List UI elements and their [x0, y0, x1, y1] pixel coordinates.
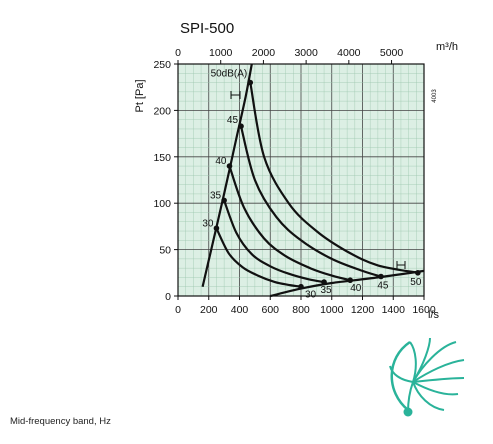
series-line-30 [215, 227, 302, 288]
series-line-40 [228, 165, 351, 282]
x2-axis-label: m³/h [436, 41, 458, 53]
curve-label: 30 [202, 218, 214, 229]
y-tick-label: 200 [153, 105, 171, 117]
logo-icon [389, 337, 465, 417]
y-tick-label: 100 [153, 198, 171, 210]
x-axis-label: l/s [428, 309, 440, 321]
y-tick-label: 50 [159, 245, 171, 257]
chart-title: SPI-500 [180, 20, 234, 37]
x2-tick-label: 2000 [252, 47, 276, 59]
data-point [213, 225, 220, 232]
y-axis-label: Pt [Pa] [134, 79, 146, 112]
data-point [238, 123, 244, 129]
range-indicator-top [230, 91, 241, 99]
x2-tick-label: 3000 [294, 47, 318, 59]
series-line-lower-bound [270, 269, 425, 298]
x-tick-label: 1200 [351, 304, 375, 316]
data-point [226, 163, 233, 169]
x-tick-label: 1000 [320, 304, 344, 316]
series-line-35 [223, 200, 325, 284]
data-point [221, 197, 227, 204]
markers [213, 79, 421, 290]
curve-label: 50 [410, 277, 422, 288]
curve-label: 40 [215, 156, 227, 167]
data-point [247, 79, 254, 86]
curve-label: 30 [305, 290, 317, 301]
curve-label: 45 [227, 115, 239, 126]
data-point [347, 277, 354, 284]
y-tick-label: 0 [165, 291, 171, 303]
series-line-50db-a- [249, 82, 419, 274]
x-tick-label: 400 [231, 304, 249, 316]
x2-tick-label: 1000 [209, 47, 233, 59]
series-line-45 [239, 125, 382, 278]
axis-labels: l/s m³/h Pt [Pa] 4003 [134, 41, 458, 321]
data-point [321, 279, 327, 285]
x-tick-label: 200 [200, 304, 218, 316]
data-point [415, 270, 421, 276]
x-tick-label: 1400 [382, 304, 406, 316]
figure-code: 4003 [432, 89, 438, 103]
plot-border [177, 63, 425, 297]
x2-tick-label: 0 [175, 47, 181, 59]
curve-label: 45 [377, 281, 389, 292]
x-tick-label: 0 [175, 304, 181, 316]
curve-label: 35 [210, 190, 222, 201]
x-tick-label: 600 [261, 304, 279, 316]
x-tick-label: 1600 [412, 304, 436, 316]
curve-label: 35 [321, 285, 333, 296]
data-point [378, 273, 384, 280]
labels: 50dB(A) 45 40 35 30 50 45 40 35 30 [202, 69, 422, 301]
y-tick-label: 250 [153, 59, 171, 71]
y-tick-label: 150 [153, 152, 171, 164]
range-indicator-right [396, 261, 406, 269]
x-tick-label: 800 [292, 304, 310, 316]
caption: Mid-frequency band, Hz [10, 416, 111, 427]
data-point [298, 283, 304, 290]
x2-tick-label: 4000 [337, 47, 361, 59]
x2-tick-label: 5000 [380, 47, 404, 59]
curve-label: 40 [350, 283, 362, 294]
curve-label: 50dB(A) [211, 69, 248, 80]
